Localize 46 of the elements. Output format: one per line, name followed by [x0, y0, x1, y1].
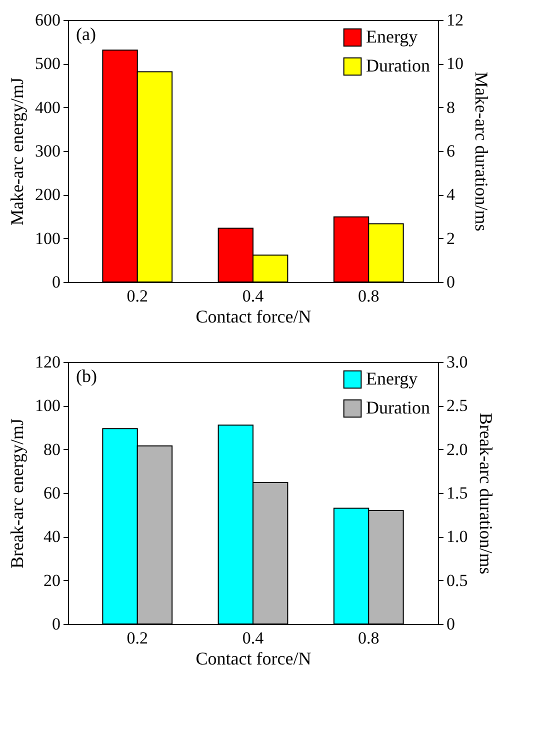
y-tick-label: 60 — [44, 484, 60, 502]
x-axis-title: Contact force/N — [196, 306, 312, 326]
y2-tick-label: 3.0 — [446, 352, 468, 372]
y-tick-label: 400 — [35, 98, 60, 117]
y2-axis-title: Make-arc duration/ms — [472, 72, 492, 232]
x-tick-label: 0.4 — [242, 286, 264, 306]
annotation: (a) — [76, 24, 96, 44]
y2-tick-label: 0 — [446, 272, 455, 292]
y-tick-label: 300 — [35, 142, 60, 160]
y2-tick-label: 1.0 — [446, 527, 468, 546]
x-tick-label: 0.8 — [358, 286, 380, 306]
y-tick-label: 200 — [35, 185, 60, 204]
y2-tick-label: 12 — [446, 10, 464, 30]
y-tick-label: 600 — [35, 10, 60, 30]
y-tick-label: 20 — [44, 570, 60, 590]
y-axis-title: Make-arc energy/mJ — [7, 77, 27, 226]
annotation: (b) — [76, 366, 97, 386]
y2-tick-label: 2.5 — [446, 396, 468, 416]
y2-axis-title: Break-arc duration/ms — [476, 412, 496, 574]
y-tick-label: 100 — [35, 228, 60, 248]
y2-tick-label: 1.5 — [446, 484, 468, 502]
y2-tick-label: 10 — [446, 54, 464, 74]
y-tick-label: 500 — [35, 54, 60, 74]
legend-label: Duration — [366, 56, 430, 76]
y-tick-label: 40 — [44, 527, 60, 546]
y2-tick-label: 2.0 — [446, 440, 468, 459]
y2-tick-label: 0 — [446, 614, 455, 634]
x-tick-label: 0.4 — [242, 628, 264, 648]
x-tick-label: 0.2 — [126, 286, 148, 306]
x-tick-label: 0.8 — [358, 628, 380, 648]
y2-tick-label: 8 — [446, 98, 455, 117]
y2-tick-label: 2 — [446, 228, 455, 248]
y2-tick-label: 6 — [446, 142, 455, 160]
x-tick-label: 0.2 — [126, 628, 148, 648]
y-axis-title: Break-arc energy/mJ — [7, 418, 27, 569]
y-tick-label: 100 — [35, 396, 60, 416]
y-tick-label: 120 — [35, 352, 60, 372]
y2-tick-label: 4 — [446, 185, 456, 204]
legend-label: Energy — [366, 368, 418, 388]
y-tick-label: 0 — [52, 614, 60, 634]
legend-label: Energy — [366, 26, 418, 46]
y-tick-label: 80 — [44, 440, 60, 459]
x-axis-title: Contact force/N — [196, 648, 312, 668]
y2-tick-label: 0.5 — [446, 570, 468, 590]
y-tick-label: 0 — [52, 272, 60, 292]
legend-label: Duration — [366, 398, 430, 418]
